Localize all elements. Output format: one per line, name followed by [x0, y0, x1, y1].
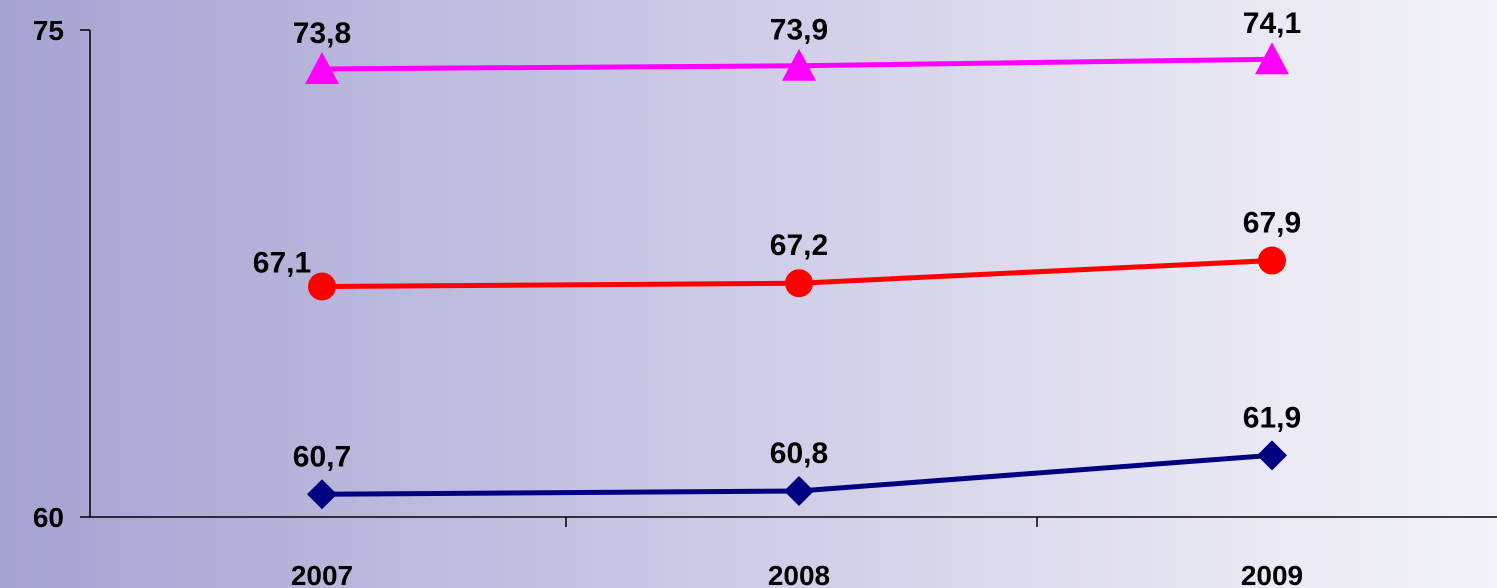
- series-diamond: 60,7 60,8 61,9: [293, 401, 1301, 510]
- data-point: [308, 272, 336, 301]
- data-label: 73,8: [293, 17, 351, 50]
- data-point: [305, 51, 339, 84]
- x-tick-label: 2007: [291, 560, 353, 588]
- x-tick-label: 2008: [768, 560, 830, 588]
- series-triangle: 73,8 73,9 74,1: [293, 7, 1301, 84]
- data-label: 74,1: [1243, 7, 1301, 40]
- data-label: 60,8: [770, 437, 828, 470]
- data-point: [307, 479, 337, 510]
- data-point: [782, 48, 816, 81]
- y-tick-labels: 60 75: [33, 15, 64, 533]
- data-label: 60,7: [293, 440, 351, 473]
- x-tick-labels: 2007 2008 2009: [291, 560, 1303, 588]
- data-point: [785, 269, 813, 298]
- data-point: [1257, 440, 1287, 471]
- series-layer: 73,8 73,9 74,1 67,1 67,2 67,9 60,7 60,8 61,9: [253, 7, 1301, 510]
- y-tick-label: 60: [33, 502, 64, 533]
- data-label: 61,9: [1243, 401, 1301, 434]
- data-point: [784, 476, 814, 507]
- data-label: 73,9: [770, 14, 828, 47]
- x-tick-label: 2009: [1241, 560, 1303, 588]
- series-circle: 67,1 67,2 67,9: [253, 207, 1301, 301]
- data-point: [1258, 246, 1286, 275]
- data-label: 67,2: [770, 229, 828, 262]
- data-label: 67,9: [1243, 207, 1301, 240]
- data-point: [1255, 42, 1289, 75]
- axes: [80, 29, 1497, 527]
- y-tick-label: 75: [33, 15, 64, 46]
- data-label: 67,1: [253, 246, 311, 279]
